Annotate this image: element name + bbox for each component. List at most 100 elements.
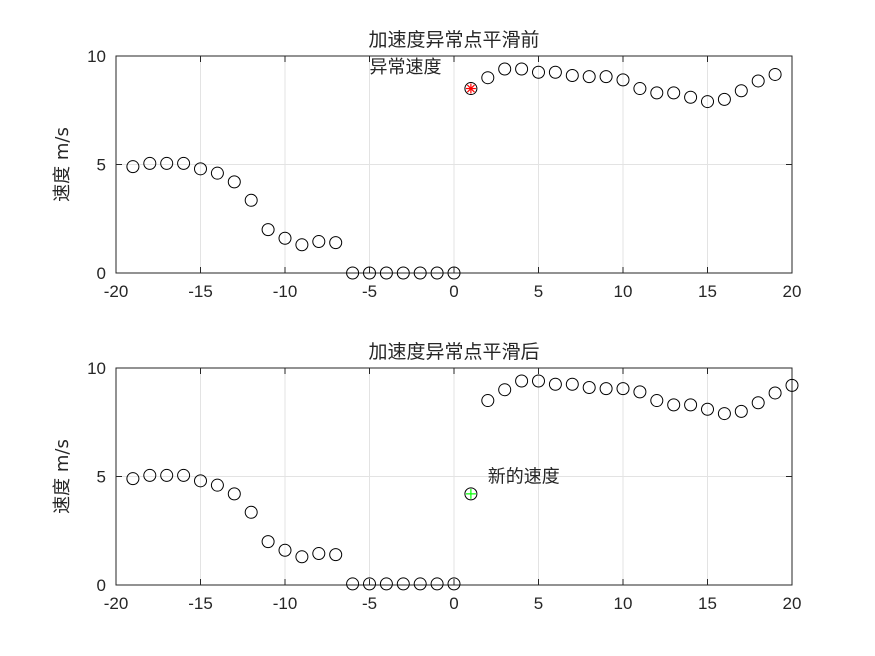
data-point [312,547,326,561]
data-point [413,577,427,591]
data-point [667,398,681,412]
x-tick-label: -10 [273,282,298,301]
chart-title: 加速度异常点平滑前 [368,29,539,51]
data-point [717,407,731,421]
chart-title: 加速度异常点平滑后 [368,341,539,363]
data-point [396,266,410,280]
data-point [498,62,512,76]
data-point [633,82,647,96]
y-tick-label: 0 [97,264,106,283]
y-axis-label: 速度 m/s [52,439,73,514]
x-tick-label: 10 [614,282,633,301]
x-tick-label: 5 [534,594,543,613]
highlight-marker [465,488,476,499]
data-point [295,550,309,564]
data-point [126,160,140,174]
data-point [160,156,174,170]
data-point [616,382,630,396]
data-point [599,382,613,396]
data-point [751,74,765,88]
data-point [582,381,596,395]
x-tick-label: 20 [783,282,802,301]
data-point [734,404,748,418]
data-point [548,65,562,79]
y-axis-label: 速度 m/s [52,127,73,202]
data-point [177,156,191,170]
data-point [312,235,326,249]
data-point [278,543,292,557]
data-point [768,67,782,81]
data-point [396,577,410,591]
data-point [261,223,275,237]
y-tick-label: 10 [87,359,106,378]
data-point [582,70,596,84]
x-tick-label: 20 [783,594,802,613]
x-tick-label: 5 [534,282,543,301]
y-tick-label: 10 [87,47,106,66]
data-point [227,487,241,501]
data-point [701,95,714,109]
data-point [177,468,191,482]
data-point [447,577,461,591]
annotation-label: 异常速度 [370,57,442,78]
x-tick-label: 15 [698,282,717,301]
data-point [481,394,495,408]
data-point [329,236,343,250]
data-point [210,166,224,180]
data-point [768,386,782,400]
x-tick-label: 0 [449,594,458,613]
data-point [143,156,157,170]
x-tick-label: 15 [698,594,717,613]
data-point [481,71,495,85]
data-point [633,385,647,399]
data-point [346,577,360,591]
data-point [532,374,545,388]
data-point [227,175,241,189]
highlight-stroke [466,84,475,93]
data-point [363,266,376,280]
highlight-marker [465,83,476,94]
data-point [717,92,731,106]
data-point [599,70,613,84]
y-tick-label: 5 [97,156,106,175]
data-point [650,394,664,408]
data-point [701,402,714,416]
x-tick-label: -5 [362,282,377,301]
data-point [464,487,478,501]
x-tick-label: -15 [188,282,213,301]
data-point [447,266,461,280]
data-point [244,505,258,519]
data-point [734,84,748,98]
data-point [548,377,562,391]
data-point [346,266,360,280]
data-point [261,535,275,549]
data-point [684,90,698,104]
data-point [684,398,698,412]
data-point [515,374,529,388]
data-point [194,474,207,488]
data-point [379,266,393,280]
data-point [430,577,444,591]
data-point [667,86,681,100]
x-tick-label: -20 [104,594,129,613]
data-point [329,548,343,562]
data-point [244,193,258,207]
data-point [413,266,427,280]
x-tick-label: 10 [614,594,633,613]
y-tick-label: 0 [97,576,106,595]
data-point [464,82,478,96]
x-tick-label: -10 [273,594,298,613]
x-tick-label: -5 [362,594,377,613]
data-point [751,396,765,410]
data-point [565,69,579,83]
data-point [565,377,579,391]
data-point [278,231,292,245]
data-point [785,378,799,392]
data-point [160,468,174,482]
data-point [126,472,140,486]
data-point [363,577,376,591]
x-tick-label: -15 [188,594,213,613]
data-point [143,468,157,482]
y-tick-label: 5 [97,468,106,487]
